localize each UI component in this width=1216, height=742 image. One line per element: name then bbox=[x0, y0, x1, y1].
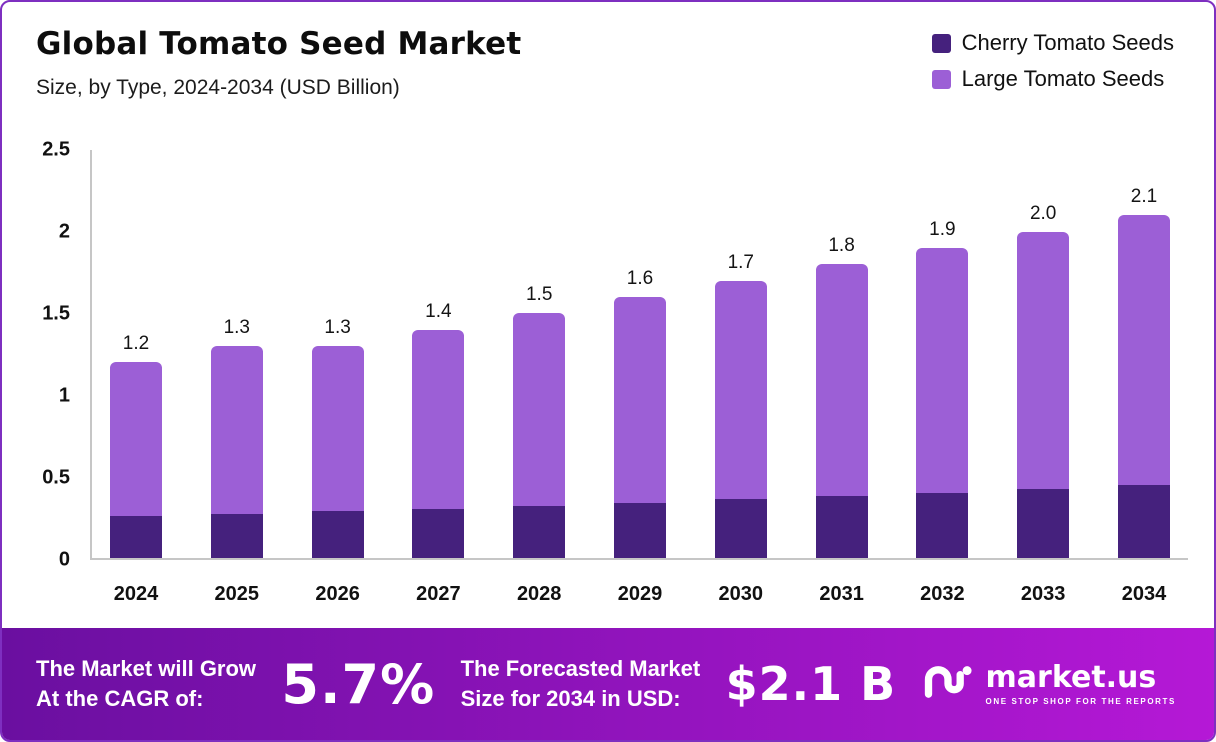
legend-label: Cherry Tomato Seeds bbox=[961, 30, 1174, 55]
bar-total-label: 1.9 bbox=[929, 218, 956, 240]
x-axis-label: 2028 bbox=[516, 583, 562, 605]
bar-segment-cherry-tomato-seeds bbox=[513, 505, 566, 558]
x-axis-label: 2034 bbox=[1121, 583, 1167, 605]
title-block: Global Tomato Seed Market Size, by Type,… bbox=[36, 26, 521, 100]
bar-segment-large-tomato-seeds bbox=[1017, 231, 1070, 490]
bar-column: 2.0 2033 bbox=[1017, 150, 1070, 605]
bar-segment-cherry-tomato-seeds bbox=[311, 510, 364, 558]
bar-total-label: 1.8 bbox=[828, 235, 855, 257]
bar-segment-large-tomato-seeds bbox=[210, 345, 263, 514]
bar-column: 1.5 2028 bbox=[513, 150, 566, 605]
bar-segment-cherry-tomato-seeds bbox=[613, 502, 666, 558]
x-axis-label: 2031 bbox=[819, 583, 864, 605]
bar-segment-cherry-tomato-seeds bbox=[412, 509, 465, 558]
bar-segment-large-tomato-seeds bbox=[311, 345, 364, 511]
bar-column: 1.6 2029 bbox=[613, 150, 666, 605]
cagr-value: 5.7% bbox=[281, 652, 436, 716]
forecast-label: The Forecasted Market Size for 2034 in U… bbox=[461, 654, 701, 713]
bar-segment-cherry-tomato-seeds bbox=[916, 492, 969, 558]
bar-total-label: 1.5 bbox=[525, 284, 553, 306]
bar-segment-large-tomato-seeds bbox=[916, 247, 969, 493]
x-axis-label: 2030 bbox=[718, 583, 764, 605]
x-axis-label: 2025 bbox=[214, 583, 260, 605]
legend: Cherry Tomato Seeds Large Tomato Seeds bbox=[931, 30, 1174, 92]
bar-total-label: 1.7 bbox=[727, 251, 754, 273]
bar-segment-cherry-tomato-seeds bbox=[110, 515, 162, 558]
bar-segment-large-tomato-seeds bbox=[513, 313, 566, 506]
forecast-label-line2: Size for 2034 in USD: bbox=[460, 686, 681, 711]
cagr-label-line1: The Market will Grow bbox=[36, 656, 257, 682]
bar-column: 1.2 2024 bbox=[110, 150, 162, 605]
bar-column: 1.4 2027 bbox=[412, 150, 465, 605]
cagr-label: The Market will Grow At the CAGR of: bbox=[36, 654, 256, 713]
bar-column: 1.9 2032 bbox=[916, 150, 969, 605]
bottom-banner: The Market will Grow At the CAGR of: 5.7… bbox=[2, 628, 1214, 740]
chart-header: Global Tomato Seed Market Size, by Type,… bbox=[2, 2, 1214, 114]
bar-total-label: 2.0 bbox=[1029, 202, 1057, 224]
y-axis-tick: 2 bbox=[58, 220, 70, 243]
brand-tagline: ONE STOP SHOP FOR THE REPORTS bbox=[985, 696, 1176, 706]
cagr-label-line2: At the CAGR of: bbox=[36, 686, 204, 711]
bar-total-label: 1.3 bbox=[324, 316, 351, 338]
forecast-value: $2.1 B bbox=[725, 657, 897, 711]
bar-total-label: 1.3 bbox=[223, 316, 250, 338]
bar-segment-cherry-tomato-seeds bbox=[210, 513, 263, 558]
x-axis-label: 2024 bbox=[113, 583, 159, 605]
bar-segment-large-tomato-seeds bbox=[714, 280, 767, 500]
bar-total-label: 2.1 bbox=[1130, 186, 1158, 208]
bar-column: 1.3 2026 bbox=[311, 150, 364, 605]
bar-total-label: 1.4 bbox=[425, 300, 452, 322]
bar-segment-large-tomato-seeds bbox=[412, 329, 465, 510]
bar-segment-cherry-tomato-seeds bbox=[815, 495, 868, 558]
x-axis-label: 2029 bbox=[617, 583, 663, 605]
bar-segment-cherry-tomato-seeds bbox=[714, 499, 767, 558]
y-axis-tick: 1.5 bbox=[42, 302, 70, 325]
plot-area: 1.2 2024 1.3 2025 1.3 2026 1.4 2027 1.5 2028 1.6 20… bbox=[90, 150, 1188, 605]
bar-column: 1.3 2025 bbox=[210, 150, 263, 605]
legend-label: Large Tomato Seeds bbox=[961, 66, 1165, 91]
x-axis-label: 2033 bbox=[1020, 583, 1066, 605]
legend-swatch-cherry-tomato-seeds bbox=[931, 33, 951, 53]
y-axis: 0 0.5 1 1.5 2 2.5 bbox=[2, 139, 84, 571]
legend-swatch-large-tomato-seeds bbox=[931, 69, 951, 89]
y-axis-tick: 0.5 bbox=[42, 466, 70, 489]
x-axis-label: 2027 bbox=[416, 583, 461, 605]
bar-column: 2.1 2034 bbox=[1117, 150, 1170, 605]
y-axis-tick: 0 bbox=[58, 548, 70, 571]
x-axis-label: 2032 bbox=[920, 583, 965, 605]
market-us-logo-icon bbox=[922, 662, 974, 707]
y-axis-tick: 2.5 bbox=[42, 138, 70, 161]
chart-subtitle: Size, by Type, 2024-2034 (USD Billion) bbox=[36, 76, 400, 99]
bar-segment-large-tomato-seeds bbox=[110, 362, 162, 516]
brand-name: market.us bbox=[985, 659, 1157, 695]
bar-column: 1.7 2030 bbox=[714, 150, 767, 605]
brand-text: market.us ONE STOP SHOP FOR THE REPORTS bbox=[985, 659, 1176, 706]
bar-column: 1.8 2031 bbox=[815, 150, 868, 605]
bar-segment-large-tomato-seeds bbox=[613, 296, 666, 503]
bar-segment-cherry-tomato-seeds bbox=[1117, 484, 1170, 558]
forecast-label-line1: The Forecasted Market bbox=[460, 656, 701, 682]
chart-title: Global Tomato Seed Market bbox=[36, 26, 522, 62]
bar-segment-large-tomato-seeds bbox=[1117, 215, 1170, 485]
bar-total-label: 1.2 bbox=[122, 333, 150, 355]
legend-item-large-tomato-seeds: Large Tomato Seeds bbox=[931, 66, 1174, 92]
bar-total-label: 1.6 bbox=[626, 267, 654, 289]
bar-segment-large-tomato-seeds bbox=[815, 264, 868, 496]
market-us-logo: market.us ONE STOP SHOP FOR THE REPORTS bbox=[922, 662, 1176, 707]
x-axis-label: 2026 bbox=[315, 583, 360, 605]
bar-segment-cherry-tomato-seeds bbox=[1017, 489, 1070, 558]
y-axis-tick: 1 bbox=[58, 384, 70, 407]
bars-row: 1.2 2024 1.3 2025 1.3 2026 1.4 2027 1.5 2028 1.6 20… bbox=[92, 150, 1188, 605]
legend-item-cherry-tomato-seeds: Cherry Tomato Seeds bbox=[931, 30, 1174, 56]
